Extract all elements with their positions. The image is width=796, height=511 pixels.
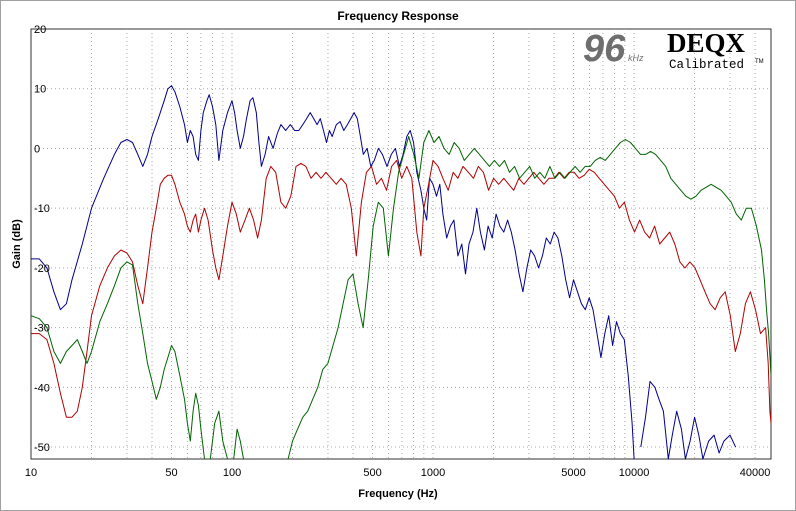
series-group (30, 85, 772, 460)
tick-labels: 10 50 100 500 1000 5000 10000 4000020100-10-20-… (25, 24, 771, 479)
y-tick-label: 0 (34, 143, 40, 155)
y-tick-label: 10 (34, 84, 46, 96)
series-line (233, 428, 244, 460)
y-tick-label: -10 (34, 203, 50, 215)
brand-subtitle: Calibrated (669, 58, 744, 72)
series-line (209, 410, 228, 460)
series-line (31, 85, 635, 460)
x-tick-label: 10000 (619, 467, 650, 479)
chart-title: Frequency Response (337, 9, 459, 23)
trademark-mark: TM (755, 59, 764, 65)
series-line (640, 380, 737, 460)
grid (31, 29, 771, 459)
y-tick-label: 20 (34, 24, 46, 36)
y-tick-label: -30 (34, 323, 50, 335)
deqx-logo: 96 kHz DEQX Calibrated TM (583, 28, 764, 72)
x-tick-label: 40000 (740, 467, 771, 479)
x-tick-label: 1000 (421, 467, 445, 479)
x-tick-label: 500 (363, 467, 381, 479)
y-tick-label: -50 (34, 442, 50, 454)
brand-name: DEQX (667, 28, 746, 58)
y-tick-label: -40 (34, 382, 50, 394)
x-tick-label: 100 (223, 467, 241, 479)
x-axis-title: Frequency (Hz) (358, 488, 438, 500)
x-tick-label: 5000 (561, 467, 585, 479)
y-axis-title: Gain (dB) (11, 219, 23, 269)
sample-rate-unit: kHz (628, 53, 644, 63)
y-tick-label: -20 (34, 263, 50, 275)
x-tick-label: 10 (25, 467, 37, 479)
x-tick-label: 50 (165, 467, 177, 479)
series-line (287, 130, 772, 460)
series-line (30, 261, 205, 460)
sample-rate-value: 96 (583, 28, 626, 70)
